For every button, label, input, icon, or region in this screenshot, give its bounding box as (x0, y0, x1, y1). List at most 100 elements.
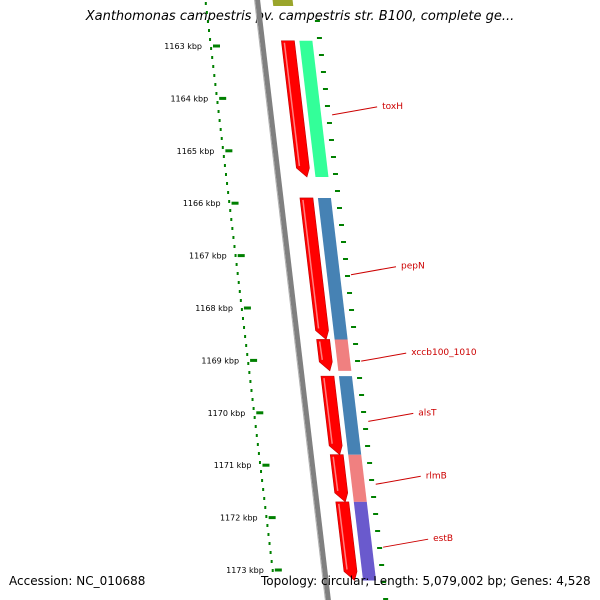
skew-dot (241, 317, 244, 320)
skew-dot (205, 11, 208, 14)
skew-dot (248, 371, 251, 374)
scale-tick-label: 1170 kbp (208, 409, 246, 418)
scale-tick-label: 1172 kbp (220, 514, 258, 523)
outer-tick (343, 258, 349, 260)
outer-tick (371, 496, 377, 498)
outer-tick (328, 139, 334, 141)
outer-tick (369, 479, 375, 481)
scale-tick-label: 1168 kbp (195, 304, 233, 313)
skew-dot (261, 479, 264, 482)
scale-tick (219, 96, 227, 100)
cog-block-pepN (317, 197, 348, 340)
outer-tick (332, 173, 338, 175)
gene-highlight (332, 456, 339, 491)
skew-dot (231, 227, 234, 230)
outer-tick (314, 20, 320, 22)
skew-dot (243, 326, 246, 329)
outer-tick (367, 462, 373, 464)
outer-tick (322, 88, 328, 90)
outer-tick (320, 71, 326, 73)
gene-arrow-xccb100_1010 (316, 339, 333, 372)
skew-dot (218, 119, 221, 122)
skew-dot (211, 56, 214, 59)
skew-dot (267, 533, 270, 536)
outer-tick (324, 105, 330, 107)
skew-dot (271, 569, 274, 572)
skew-dot (221, 146, 224, 149)
skew-dot (247, 362, 250, 365)
skew-dot (252, 407, 255, 410)
outer-tick (349, 309, 355, 311)
skew-dot (254, 425, 257, 428)
skew-dot (246, 353, 249, 356)
outer-tick (345, 275, 351, 277)
skew-dot (258, 461, 261, 464)
scale-tick-label: 1163 kbp (164, 42, 202, 51)
outer-tick (359, 394, 365, 396)
outer-tick (373, 513, 379, 515)
skew-dot (268, 542, 271, 545)
outer-tick (363, 428, 369, 430)
scale-tick-label: 1167 kbp (189, 252, 227, 261)
outer-tick (316, 37, 322, 39)
outer-tick (377, 547, 383, 549)
cog-block-rlmB (348, 454, 367, 502)
skew-dot (214, 83, 217, 86)
gene-label-xccb100_1010: xccb100_1010 (411, 348, 477, 358)
gene-label-pepN: pepN (401, 262, 425, 272)
skew-dot (224, 173, 227, 176)
gene-label-leader (375, 475, 421, 485)
skew-dot (204, 2, 207, 5)
skew-dot (207, 29, 210, 32)
skew-dot (230, 218, 233, 221)
skew-dot (249, 380, 252, 383)
gene-track (281, 40, 358, 582)
skew-dot (270, 560, 273, 563)
backbone-highlight (254, 0, 326, 600)
skew-dot (251, 398, 254, 401)
scale-tick (225, 149, 233, 153)
skew-dot (206, 20, 209, 23)
scale-tick (262, 463, 270, 467)
cog-track (272, 0, 377, 581)
skew-dot (256, 443, 259, 446)
outer-tick (353, 343, 359, 345)
skew-dot (250, 389, 253, 392)
outer-tick (330, 156, 336, 158)
scale-tick (256, 411, 264, 415)
skew-dot (228, 200, 231, 203)
skew-dot (244, 335, 247, 338)
skew-dot (255, 434, 258, 437)
skew-dot (229, 209, 232, 212)
accession-text: Accession: NC_010688 (9, 574, 146, 588)
outer-tick (365, 445, 371, 447)
scale-tick (231, 201, 239, 205)
scale-tick-label: 1165 kbp (177, 147, 215, 156)
skew-dot (265, 515, 268, 518)
skew-dot (220, 137, 223, 140)
scale-ticks: 1163 kbp 1164 kbp 1165 kbp 1166 kbp 1167 kbp… (164, 20, 389, 600)
gene-highlight (302, 199, 320, 329)
outer-tick (341, 241, 347, 243)
outer-tick (361, 411, 367, 413)
gene-label-leader (368, 412, 414, 422)
cog-block-toxH (299, 40, 329, 178)
scale-tick-label: 1171 kbp (214, 461, 252, 470)
gene-label-rlmB: rlmB (426, 471, 447, 481)
gene-highlight (283, 42, 301, 167)
skew-dot (233, 245, 236, 248)
skew-dot (219, 128, 222, 131)
skew-dot (210, 47, 213, 50)
skew-dot (227, 191, 230, 194)
gc-skew-track (204, 2, 274, 572)
outer-tick (334, 190, 340, 192)
scale-tick-label: 1166 kbp (183, 199, 221, 208)
skew-dot (235, 263, 238, 266)
scale-tick (274, 568, 282, 572)
skew-dot (257, 452, 260, 455)
cog-block-olive (272, 0, 294, 6)
skew-dot (266, 524, 269, 527)
scale-tick (250, 358, 258, 362)
topology-text: Topology: circular; Length: 5,079,002 bp… (261, 574, 591, 588)
